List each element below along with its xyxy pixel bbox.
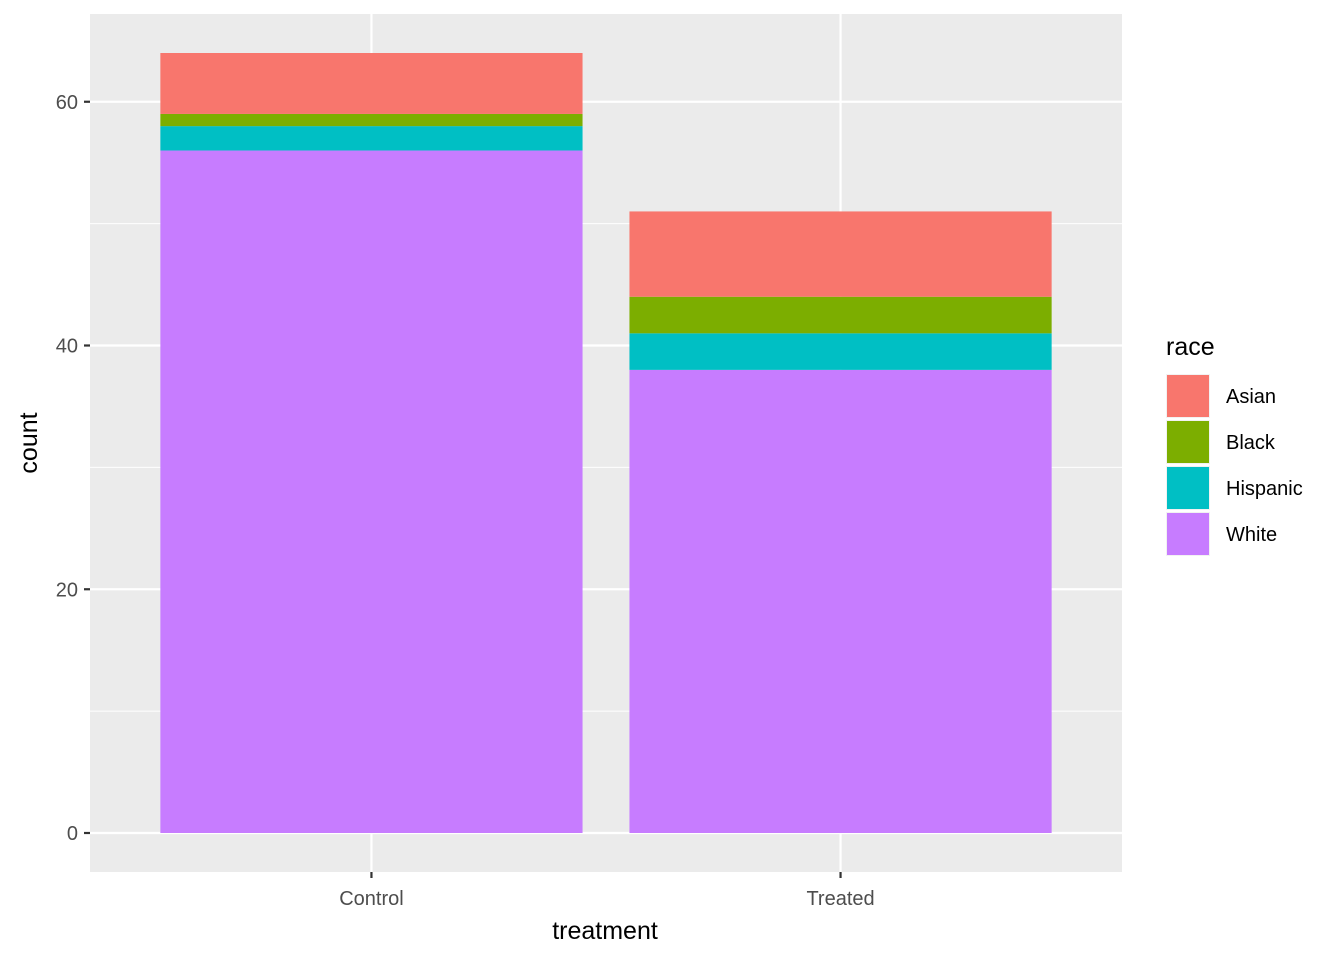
legend-label-black: Black xyxy=(1226,432,1276,454)
bar-treated-asian xyxy=(629,211,1052,297)
legend: race Asian Black Hispanic White xyxy=(1166,333,1303,556)
bar-treated-black xyxy=(629,296,1052,334)
legend-swatch-hispanic xyxy=(1167,467,1209,509)
legend-swatch-black xyxy=(1167,421,1209,463)
bar-control-asian xyxy=(160,53,583,114)
y-tick-label: 20 xyxy=(56,579,78,601)
legend-swatch-white xyxy=(1167,513,1209,555)
legend-label-hispanic: Hispanic xyxy=(1226,478,1303,500)
bar-treated-hispanic xyxy=(629,333,1052,370)
y-tick-label: 40 xyxy=(56,336,78,358)
legend-swatch-asian xyxy=(1167,375,1209,417)
bar-treated-white xyxy=(629,369,1052,833)
legend-title: race xyxy=(1166,333,1215,361)
y-axis: 0 20 40 60 xyxy=(56,92,90,845)
x-axis-title: treatment xyxy=(552,917,658,945)
x-axis: Control Treated xyxy=(339,872,875,910)
legend-label-white: White xyxy=(1226,524,1277,546)
y-tick-label: 0 xyxy=(67,823,78,845)
x-tick-label: Control xyxy=(339,888,403,910)
bars xyxy=(160,53,1052,833)
y-axis-title: count xyxy=(15,412,43,473)
bar-control-black xyxy=(160,113,583,127)
y-tick-label: 60 xyxy=(56,92,78,114)
bar-control-hispanic xyxy=(160,126,583,151)
legend-label-asian: Asian xyxy=(1226,386,1276,408)
x-tick-label: Treated xyxy=(806,888,874,910)
bar-control-white xyxy=(160,150,583,833)
